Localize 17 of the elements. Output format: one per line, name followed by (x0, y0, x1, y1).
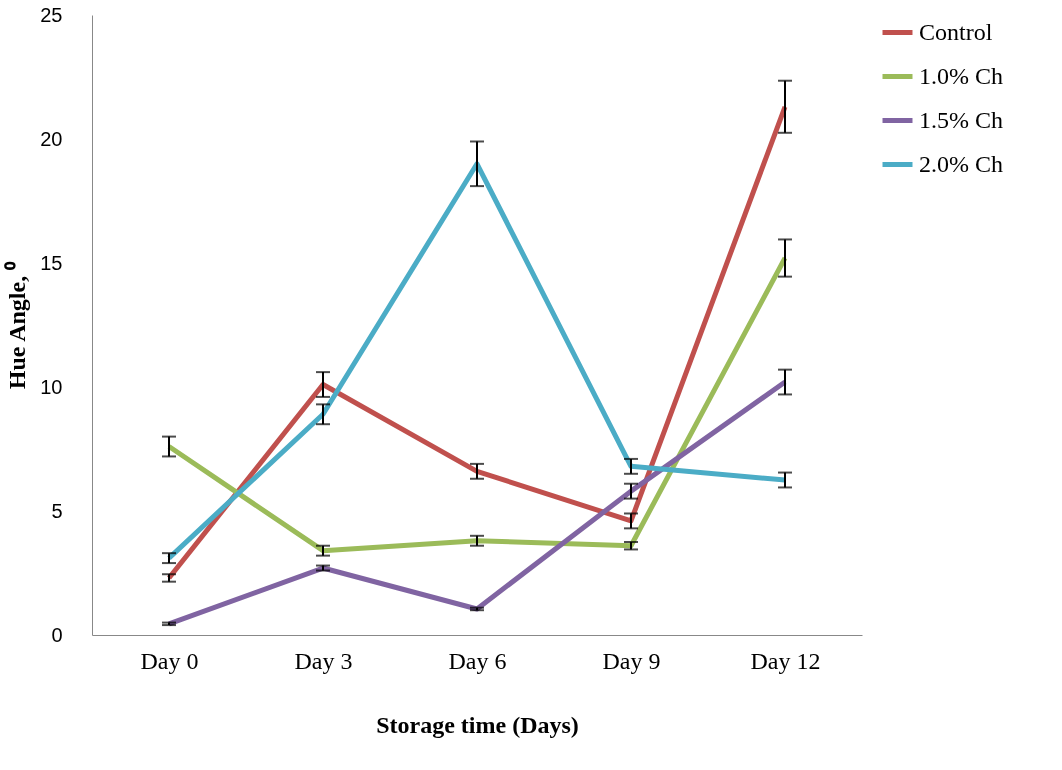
y-axis-title: Hue Angle, ⁰ (4, 260, 31, 390)
y-tick-label: 10 (40, 375, 63, 398)
x-axis-title: Storage time (Days) (376, 711, 579, 738)
legend-label: 1.0% Ch (919, 62, 1003, 89)
x-tick-label: Day 9 (602, 647, 661, 674)
x-tick-label: Day 0 (140, 647, 199, 674)
x-tick-label: Day 6 (448, 647, 507, 674)
y-tick-label: 15 (40, 251, 63, 274)
x-tick-label: Day 3 (294, 647, 353, 674)
legend-label: 2.0% Ch (919, 150, 1003, 177)
x-tick-label: Day 12 (750, 647, 821, 674)
y-tick-label: 5 (51, 499, 63, 522)
legend-label: 1.5% Ch (919, 106, 1003, 133)
y-tick-label: 25 (40, 3, 63, 26)
y-tick-label: 20 (40, 127, 63, 150)
legend-label: Control (919, 18, 993, 45)
y-tick-label: 0 (51, 623, 63, 646)
